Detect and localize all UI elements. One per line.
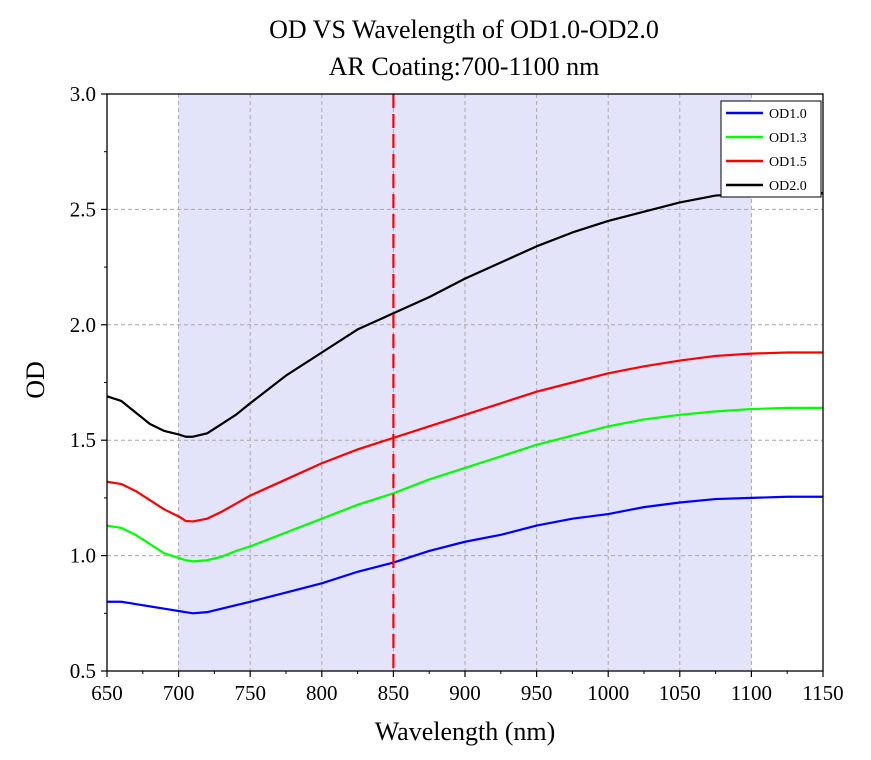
- x-tick-label: 1150: [802, 681, 843, 705]
- x-tick-label: 650: [91, 681, 123, 705]
- x-tick-label: 1000: [587, 681, 629, 705]
- x-tick-label: 700: [163, 681, 195, 705]
- y-tick-label: 0.5: [70, 659, 96, 683]
- legend-label: OD1.0: [769, 107, 807, 122]
- y-tick-label: 1.5: [70, 428, 96, 452]
- legend-label: OD1.5: [769, 155, 807, 170]
- x-tick-label: 750: [234, 681, 266, 705]
- x-axis-label: Wavelength (nm): [375, 717, 556, 746]
- x-tick-label: 900: [449, 681, 481, 705]
- legend-label: OD1.3: [769, 131, 807, 146]
- y-tick-label: 3.0: [70, 82, 96, 106]
- y-tick-label: 1.0: [70, 544, 96, 568]
- y-tick-label: 2.0: [70, 313, 96, 337]
- series-line-od1-0: [107, 495, 823, 615]
- series-line-od2-0: [106, 190, 824, 438]
- series-line-od1-3: [106, 406, 823, 563]
- x-tick-label: 1100: [731, 681, 772, 705]
- x-tick-label: 800: [306, 681, 338, 705]
- x-tick-label: 850: [378, 681, 410, 705]
- x-tick-label: 1050: [659, 681, 701, 705]
- y-tick-label: 2.5: [70, 197, 96, 221]
- chart-subtitle: AR Coating:700-1100 nm: [329, 52, 600, 81]
- series-line-od1-5: [106, 351, 823, 523]
- legend: OD1.0 OD1.3 OD1.5 OD2.0: [720, 100, 822, 198]
- y-axis-label: OD: [21, 361, 50, 399]
- legend-label: OD2.0: [769, 179, 807, 194]
- x-tick-label: 950: [521, 681, 553, 705]
- legend-box: [720, 100, 822, 198]
- chart-title: OD VS Wavelength of OD1.0-OD2.0: [269, 15, 659, 44]
- plot-area: 650 700 750 800 850 900 950 1000 1050 1100 1150 0.5…: [70, 82, 844, 705]
